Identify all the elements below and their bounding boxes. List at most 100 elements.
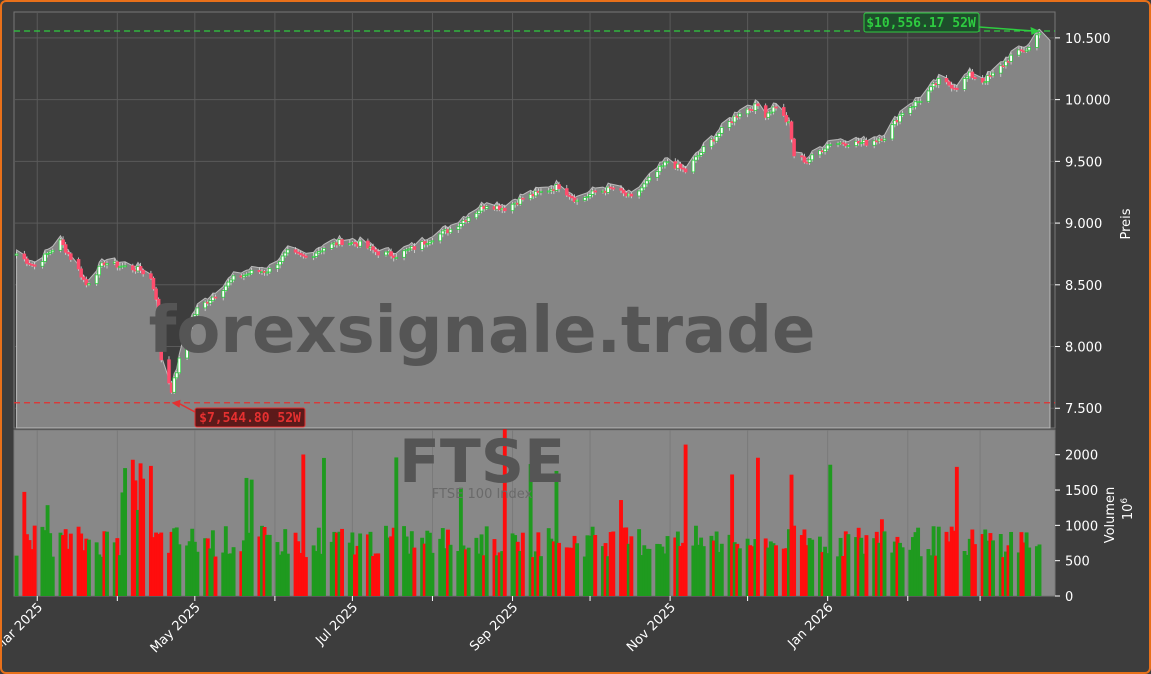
volume-tick-label: 1500 (1065, 484, 1098, 499)
volume-bar (570, 547, 574, 596)
candle-up (991, 72, 995, 77)
time-tick-label: Mar 2025 (2, 600, 46, 654)
volume-bar (192, 541, 197, 596)
candle-down (565, 188, 569, 196)
volume-bar (681, 542, 685, 596)
candle-up (459, 223, 463, 228)
volume-bar (283, 529, 288, 596)
candle-down (79, 268, 83, 278)
candle-up (1004, 60, 1008, 67)
volume-bar (249, 479, 254, 596)
candle-up (45, 252, 50, 255)
candle-up (1017, 49, 1021, 56)
candle-down (608, 186, 613, 189)
candle-down (844, 143, 848, 147)
volume-bar (748, 545, 753, 596)
volume-bar (916, 527, 921, 596)
volume-bar (63, 529, 68, 596)
volume-bar (205, 538, 210, 596)
volume-bar (665, 536, 670, 596)
candle-up (190, 317, 194, 326)
volume-bar (1001, 557, 1006, 596)
volume-bar (784, 548, 789, 596)
candle-up (358, 240, 362, 247)
candle-up (185, 327, 189, 359)
volume-bar (440, 528, 445, 596)
candle-down (973, 77, 977, 79)
volume-bar (820, 552, 825, 596)
volume-bar (805, 545, 809, 596)
candle-down (621, 189, 626, 194)
volume-bar (130, 459, 135, 596)
volume-bar (557, 542, 561, 596)
candle-up (275, 264, 280, 269)
volume-bar (787, 529, 791, 596)
volume-bar (962, 551, 967, 596)
candle-up (211, 296, 215, 302)
price-axis-label: Preis (1119, 208, 1134, 239)
volume-bar (267, 534, 272, 596)
candle-down (1001, 65, 1006, 68)
candle-up (402, 250, 406, 258)
candle-up (1009, 54, 1013, 62)
volume-bar (461, 545, 466, 596)
volume-bar (717, 551, 722, 596)
volume-bar (642, 545, 647, 596)
volume-bar (988, 533, 993, 596)
candle-down (22, 253, 27, 260)
candle-up (14, 253, 19, 256)
volume-bar (732, 542, 737, 596)
candle-up (94, 274, 99, 285)
time-tick-label: Jul 2025 (312, 600, 361, 649)
volume-bar (420, 537, 425, 596)
volume-bar (138, 463, 143, 596)
volume-bar (66, 548, 71, 596)
candle-up (280, 255, 285, 262)
volume-bar (828, 464, 833, 596)
volume-bar (81, 550, 86, 596)
volume-bar (637, 529, 642, 596)
volume-bar (952, 530, 957, 596)
candle-up (962, 78, 967, 90)
volume-bar (221, 552, 226, 596)
candle-down (298, 252, 303, 256)
high-52w-arrowhead (1030, 26, 1040, 35)
volume-bar (223, 526, 228, 596)
candle-down (293, 249, 298, 253)
candle-up (694, 156, 698, 161)
time-tick-label: May 2025 (148, 600, 204, 656)
candle-down (756, 103, 760, 107)
candle-down (422, 241, 427, 245)
candle-up (226, 281, 231, 287)
volume-bar (1024, 532, 1029, 596)
volume-bar (340, 528, 344, 596)
volume-bar (1006, 545, 1011, 596)
candle-down (366, 240, 370, 249)
candle-down (782, 107, 786, 116)
volume-bar (991, 540, 995, 596)
candle-down (497, 205, 502, 211)
candle-down (980, 77, 985, 83)
volume-bar (112, 542, 117, 596)
volume-bar (872, 538, 877, 596)
candle-up (585, 196, 590, 199)
volume-bar (807, 538, 812, 596)
candle-up (283, 252, 287, 257)
volume-bar (585, 535, 590, 596)
volume-bar (1019, 532, 1024, 596)
volume-bar (285, 553, 290, 596)
volume-bar (1037, 544, 1042, 596)
volume-bar (699, 537, 704, 596)
volume-bar (965, 554, 970, 596)
volume-bar (660, 546, 665, 596)
candle-down (802, 156, 807, 163)
volume-bar (624, 527, 629, 596)
volume-axis-label: Volumen (1103, 487, 1118, 544)
volume-bar (350, 532, 355, 596)
candle-up (645, 180, 649, 185)
candle-down (340, 239, 344, 246)
candle-up (195, 307, 200, 316)
volume-bar (588, 535, 592, 596)
volume-bar (247, 532, 252, 596)
low-52w-arrowhead (171, 399, 181, 408)
